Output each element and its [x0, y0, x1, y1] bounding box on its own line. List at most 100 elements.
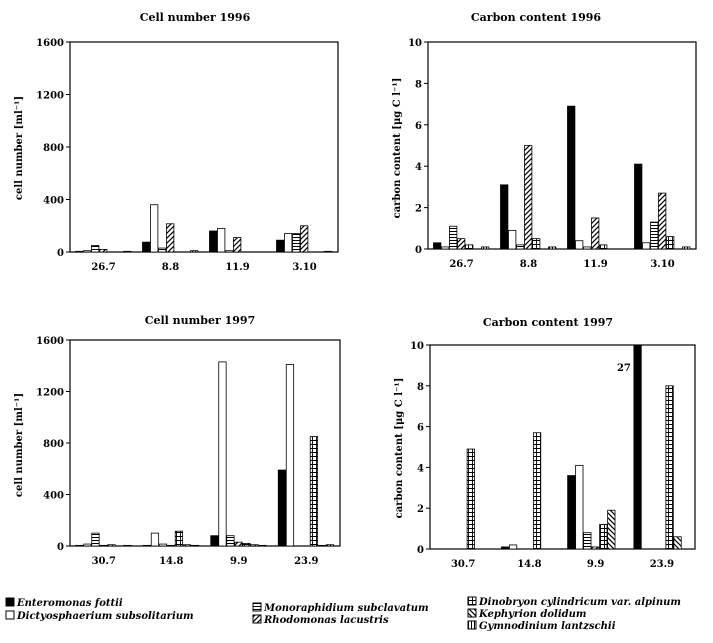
x-tick-label: 26.7 — [449, 259, 473, 270]
x-tick-label: 30.7 — [451, 559, 475, 570]
bar — [633, 344, 642, 550]
legend-swatch-dinobryon — [467, 596, 477, 606]
bar — [532, 238, 541, 250]
legend: Enteromonas fottii Dictyosphaerium subso… — [5, 596, 681, 632]
chart-carbon-content-1996: Carbon content 1996 carbon content [μg C… — [392, 11, 601, 218]
bar — [466, 448, 475, 550]
y-tick-label: 4 — [415, 162, 422, 173]
x-tick-label: 26.7 — [91, 262, 115, 273]
x-tick-label: 8.8 — [162, 262, 179, 273]
bar — [218, 361, 227, 547]
bar — [658, 192, 667, 250]
bar — [217, 227, 226, 253]
bar — [665, 385, 674, 550]
x-tick-label: 3.10 — [650, 259, 674, 270]
legend-label: Enteromonas fottii — [16, 598, 123, 609]
y-tick-label: 1200 — [36, 91, 64, 102]
y-tick-label: 6 — [415, 121, 422, 132]
bar — [465, 244, 474, 250]
legend-swatch-dictyosphaerium — [5, 610, 15, 620]
bar — [83, 250, 92, 253]
bar — [158, 247, 167, 253]
y-axis-label: carbon content [μg C l⁻¹] — [392, 78, 403, 219]
y-axis-label: cell number [ml⁻¹] — [14, 393, 25, 497]
bar — [150, 532, 160, 547]
bar — [83, 543, 92, 547]
bar — [75, 250, 84, 253]
bar — [190, 544, 200, 547]
plot-0: 0 400 800 1200 1600 26.7 8.8 11.9 3.10 — [36, 38, 339, 273]
bar — [524, 145, 533, 250]
legend-swatch-enteromonas — [5, 597, 15, 607]
bar — [123, 544, 132, 547]
x-tick-label: 11.9 — [583, 259, 607, 270]
bar — [284, 233, 293, 253]
y-axis-label: carbon content [μg C l⁻¹] — [394, 378, 405, 519]
bar — [642, 242, 651, 250]
bar — [142, 241, 151, 253]
bar — [123, 250, 132, 253]
bar — [673, 536, 682, 550]
bar — [567, 475, 576, 550]
bar — [182, 544, 192, 547]
y-tick-label: 1600 — [36, 336, 64, 347]
bar — [508, 544, 518, 550]
bar — [441, 246, 450, 250]
x-tick-label: 14.8 — [517, 559, 541, 570]
bar — [142, 544, 152, 547]
chart-title: Cell number 1997 — [145, 314, 256, 327]
bar — [107, 544, 116, 547]
y-tick-label: 10 — [410, 341, 424, 352]
y-tick-label: 0 — [417, 545, 424, 556]
bar — [433, 242, 442, 250]
chart-cell-number-1996: Cell number 1996 cell number [ml⁻¹] — [14, 11, 251, 200]
chart-title: Cell number 1996 — [140, 11, 251, 24]
y-tick-label: 800 — [43, 439, 64, 450]
chart-cell-number-1997: Cell number 1997 cell number [ml⁻¹] — [14, 314, 255, 497]
bar — [324, 250, 333, 253]
bar — [634, 163, 643, 250]
plot-3: 0 2 4 6 8 10 30.7 14.8 9.9 23.9 27 — [410, 341, 696, 570]
legend-swatch-rhodomonas — [252, 614, 262, 624]
y-tick-label: 800 — [43, 143, 64, 154]
plot-frame — [69, 339, 341, 547]
y-tick-label: 1600 — [36, 38, 64, 49]
bar — [583, 532, 592, 550]
bar — [190, 250, 199, 253]
y-tick-label: 1200 — [36, 388, 64, 399]
bar — [209, 230, 218, 253]
bar — [158, 543, 168, 547]
bar — [75, 544, 84, 547]
bar — [150, 204, 159, 253]
bar — [242, 543, 251, 547]
bar — [226, 535, 235, 547]
bar — [233, 237, 242, 253]
x-tick-label: 9.9 — [587, 559, 604, 570]
x-tick-label: 8.8 — [520, 259, 537, 270]
bar — [583, 246, 592, 250]
legend-label: Kephyrion dolidum — [478, 609, 587, 620]
legend-swatch-kephyrion — [467, 608, 477, 618]
bar — [166, 223, 175, 253]
bar — [575, 240, 584, 250]
y-tick-label: 0 — [57, 248, 64, 259]
bar — [276, 239, 285, 253]
bar — [277, 469, 287, 547]
bar — [210, 535, 219, 547]
bar — [309, 436, 319, 547]
plot-frame — [429, 344, 696, 550]
bar — [607, 509, 616, 550]
bar — [500, 546, 510, 550]
bar — [591, 546, 600, 550]
bar — [258, 544, 267, 547]
bar — [457, 238, 466, 250]
bar — [300, 225, 309, 253]
legend-label: Dictyosphaerium subsolitarium — [16, 611, 194, 622]
legend-swatch-gymnodinium — [467, 620, 477, 630]
x-tick-label: 14.8 — [159, 556, 183, 567]
chart-carbon-content-1997: Carbon content 1997 carbon content [μg C… — [394, 316, 613, 518]
bar — [599, 524, 608, 550]
y-tick-label: 6 — [417, 423, 424, 434]
